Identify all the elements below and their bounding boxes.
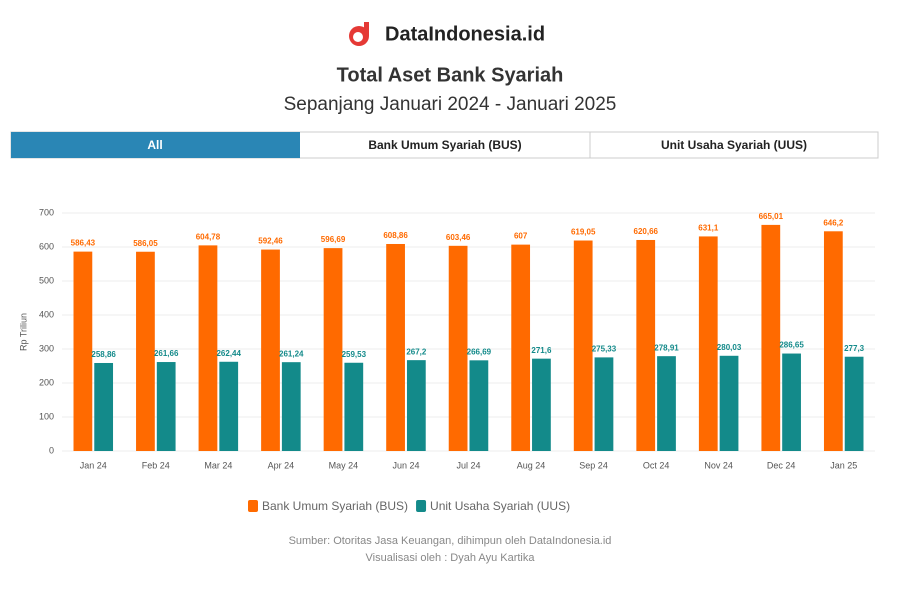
bar: [823, 231, 843, 451]
x-tick-label: Jan 24: [80, 460, 107, 470]
value-label: 603,46: [446, 233, 471, 242]
source: Sumber: Otoritas Jasa Keuangan, dihimpun…: [289, 535, 612, 547]
brand: DataIndonesia.id: [385, 23, 545, 45]
bar: [261, 249, 280, 451]
bar: [698, 236, 718, 451]
bar: [469, 360, 489, 451]
value-label: 267,2: [406, 347, 427, 356]
y-tick-label: 500: [39, 275, 54, 285]
bar: [573, 240, 593, 451]
x-tick-label: Jul 24: [456, 460, 480, 470]
tab[interactable]: All: [147, 138, 162, 152]
value-label: 266,69: [467, 347, 492, 356]
credit: Visualisasi oleh : Dyah Ayu Kartika: [366, 552, 536, 564]
value-label: 286,65: [779, 341, 804, 350]
value-label: 262,44: [216, 349, 241, 358]
x-tick-label: Dec 24: [767, 460, 796, 470]
value-label: 620,66: [634, 227, 659, 236]
bar: [219, 361, 239, 451]
y-tick-label: 300: [39, 343, 54, 353]
tab-active-bg: [11, 132, 300, 158]
bar: [511, 244, 531, 451]
bar: [406, 360, 426, 451]
bar: [136, 251, 155, 451]
x-tick-label: Sep 24: [579, 460, 608, 470]
bar: [657, 356, 676, 451]
value-label: 592,46: [258, 237, 283, 246]
x-tick-label: Jan 25: [830, 460, 857, 470]
x-tick-label: Feb 24: [142, 460, 170, 470]
value-label: 604,78: [196, 232, 221, 241]
bar: [198, 245, 218, 451]
x-tick-label: Nov 24: [704, 460, 733, 470]
value-label: 275,33: [592, 344, 617, 353]
value-label: 586,05: [133, 239, 158, 248]
logo: [349, 22, 369, 46]
bar: [719, 355, 739, 451]
legend-swatch: [416, 500, 427, 512]
value-label: 608,86: [383, 231, 408, 240]
y-tick-label: 100: [39, 411, 54, 421]
value-label: 261,24: [279, 349, 304, 358]
x-tick-label: Apr 24: [268, 460, 295, 470]
legend-swatch: [248, 500, 258, 512]
value-label: 631,1: [698, 224, 719, 233]
value-label: 646,2: [823, 218, 844, 227]
value-label: 280,03: [717, 343, 742, 352]
legend-label: Bank Umum Syariah (BUS): [262, 499, 408, 513]
y-tick-label: 200: [39, 377, 54, 387]
value-label: 586,43: [71, 239, 96, 248]
x-tick-label: Aug 24: [517, 460, 546, 470]
x-tick-label: Oct 24: [643, 460, 670, 470]
x-tick-label: May 24: [329, 460, 359, 470]
bar: [344, 362, 364, 451]
bar: [281, 362, 301, 451]
bar: [532, 358, 551, 451]
x-tick-label: Jun 24: [392, 460, 419, 470]
y-axis-label: Rp Triliun: [18, 313, 28, 351]
bar: [782, 353, 801, 451]
value-label: 258,86: [91, 350, 116, 359]
bar: [761, 224, 781, 451]
value-label: 619,05: [571, 228, 596, 237]
bar: [636, 239, 656, 451]
value-label: 596,69: [321, 235, 346, 244]
legend-label: Unit Usaha Syariah (UUS): [430, 499, 570, 513]
value-label: 277,3: [844, 344, 865, 353]
bar: [594, 357, 614, 451]
value-label: 278,91: [654, 343, 679, 352]
y-tick-label: 700: [39, 207, 54, 217]
title: Total Aset Bank Syariah: [337, 64, 564, 86]
bar: [448, 245, 468, 451]
bar: [73, 251, 93, 451]
y-tick-label: 600: [39, 241, 54, 251]
bar: [323, 248, 343, 451]
subtitle: Sepanjang Januari 2024 - Januari 2025: [284, 94, 617, 115]
y-tick-label: 0: [49, 445, 54, 455]
bar: [156, 362, 176, 451]
bar: [844, 356, 864, 451]
tab[interactable]: Unit Usaha Syariah (UUS): [661, 138, 807, 152]
value-label: 607: [514, 232, 528, 241]
tab[interactable]: Bank Umum Syariah (BUS): [368, 138, 521, 152]
value-label: 665,01: [759, 212, 784, 221]
value-label: 271,6: [531, 346, 552, 355]
value-label: 259,53: [342, 350, 367, 359]
value-label: 261,66: [154, 349, 179, 358]
y-tick-label: 400: [39, 309, 54, 319]
bar: [386, 243, 405, 451]
bar: [94, 362, 114, 451]
x-tick-label: Mar 24: [204, 460, 232, 470]
